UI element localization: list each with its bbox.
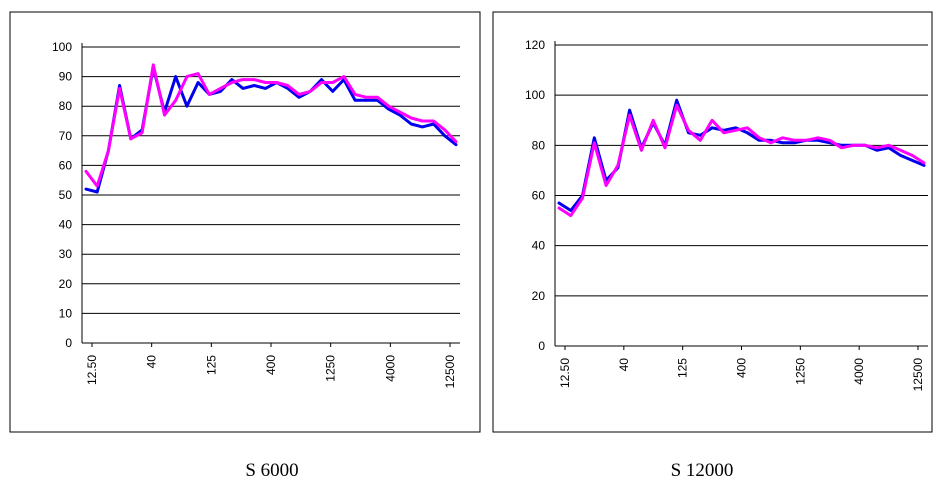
x-tick-label: 4000 — [383, 355, 397, 382]
y-tick-label: 50 — [59, 188, 73, 202]
chart-s12000: 0 20 40 60 80 100 120 12.50 40 125 400 1250 4000 1250… — [525, 38, 928, 391]
y-tick-label: 30 — [59, 247, 73, 261]
x-tick-label: 1250 — [793, 358, 807, 385]
y-tick-label: 100 — [52, 40, 72, 54]
x-tick-label: 4000 — [852, 358, 866, 385]
panel-1-frame — [9, 11, 481, 433]
x-tick-label: 1250 — [324, 355, 338, 382]
y-tick-label: 80 — [532, 138, 546, 152]
y-tick-label: 120 — [525, 38, 545, 52]
y-tick-label: 40 — [59, 218, 73, 232]
y-tick-label: 100 — [525, 88, 545, 102]
series-line-2 — [557, 103, 926, 218]
y-tick-label: 70 — [59, 129, 73, 143]
x-tick-label: 400 — [264, 355, 278, 375]
y-tick-label: 40 — [532, 239, 546, 253]
x-tick-label: 12500 — [911, 358, 925, 392]
y-tick-label: 0 — [538, 339, 545, 353]
x-tick-label: 12500 — [443, 355, 457, 389]
chart-s6000: 0 10 20 30 40 50 60 70 80 90 100 12.50 40 125 400 1250 4… — [52, 40, 460, 388]
caption-s6000: S 6000 — [245, 460, 298, 481]
x-tick-label: 125 — [204, 355, 218, 375]
y-tick-label: 80 — [59, 99, 73, 113]
panel-2-frame — [492, 11, 933, 433]
series-line-2 — [84, 63, 458, 188]
x-tick-label: 125 — [676, 358, 690, 378]
y-tick-label: 20 — [59, 277, 73, 291]
x-tick-label: 400 — [735, 358, 749, 378]
x-tick-label: 40 — [617, 358, 631, 372]
y-tick-label: 60 — [532, 189, 546, 203]
caption-s12000: S 12000 — [671, 460, 734, 481]
y-tick-label: 60 — [59, 158, 73, 172]
y-tick-label: 10 — [59, 306, 73, 320]
x-tick-label: 40 — [145, 355, 159, 369]
x-tick-label: 12.50 — [85, 355, 99, 385]
y-tick-label: 90 — [59, 70, 73, 84]
y-tick-label: 20 — [532, 289, 546, 303]
y-tick-label: 0 — [65, 336, 72, 350]
x-tick-label: 12.50 — [558, 358, 572, 388]
